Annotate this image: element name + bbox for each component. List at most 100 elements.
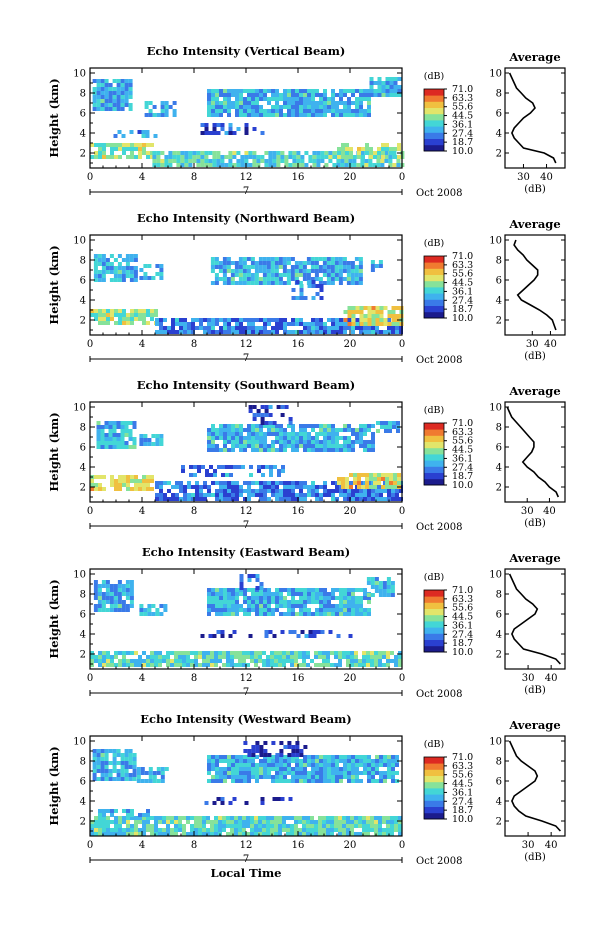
- echo-cell: [370, 816, 374, 820]
- echo-cell: [247, 753, 252, 757]
- echo-cell: [346, 265, 351, 269]
- echo-cell: [259, 745, 264, 749]
- echo-cell: [367, 612, 371, 616]
- echo-cell: [343, 109, 347, 113]
- echo-cell: [97, 588, 102, 592]
- echo-cell: [159, 612, 164, 616]
- echo-cell: [96, 95, 101, 99]
- echo-cell: [159, 268, 164, 272]
- echo-cell: [138, 813, 142, 817]
- echo-cell: [112, 757, 117, 761]
- echo-cell: [295, 93, 299, 97]
- colorbar-label: 18.7: [452, 304, 473, 315]
- echo-cell: [148, 771, 153, 775]
- echo-cell: [335, 330, 339, 334]
- echo-cell: [279, 448, 283, 452]
- echo-cell: [116, 83, 121, 87]
- echo-cell: [319, 759, 323, 763]
- echo-cell: [112, 777, 117, 781]
- echo-cell: [178, 816, 182, 820]
- echo-cell: [268, 159, 273, 163]
- colorbar-label: 18.7: [452, 805, 473, 816]
- echo-cell: [339, 326, 343, 330]
- echo-cell: [116, 103, 121, 107]
- echo-cell: [295, 97, 299, 101]
- echo-cell: [230, 663, 234, 667]
- echo-cell: [235, 432, 239, 436]
- echo-cell: [341, 477, 345, 481]
- echo-cell: [243, 767, 247, 771]
- echo-cell: [292, 163, 297, 167]
- echo-cell: [203, 326, 207, 330]
- echo-cell: [323, 763, 327, 767]
- echo-cell: [124, 83, 129, 87]
- echo-cell: [152, 151, 157, 155]
- echo-cell: [211, 109, 215, 113]
- echo-cell: [302, 828, 306, 832]
- echo-cell: [218, 659, 222, 663]
- echo-cell: [152, 113, 157, 117]
- echo-cell: [162, 828, 166, 832]
- echo-cell: [128, 87, 133, 91]
- echo-cell: [275, 493, 279, 497]
- echo-cell: [130, 824, 134, 828]
- echo-cell: [182, 816, 186, 820]
- echo-cell: [104, 95, 109, 99]
- echo-cell: [371, 763, 375, 767]
- echo-cell: [351, 588, 355, 592]
- echo-heatmap: [90, 741, 402, 836]
- echo-cell: [110, 313, 114, 317]
- echo-cell: [322, 273, 327, 277]
- echo-cell: [327, 604, 331, 608]
- echo-cell: [267, 97, 271, 101]
- colorbar-label: 63.3: [452, 260, 473, 271]
- echo-cell: [259, 612, 263, 616]
- echo-cell: [267, 759, 271, 763]
- echo-cell: [206, 828, 210, 832]
- echo-cell: [267, 428, 271, 432]
- echo-cell: [319, 608, 323, 612]
- echo-cell: [310, 265, 315, 269]
- date-label: 7: [243, 353, 249, 364]
- echo-cell: [247, 424, 251, 428]
- echo-cell: [235, 493, 239, 497]
- echo-cell: [291, 428, 295, 432]
- echo-cell: [351, 109, 355, 113]
- echo-cell: [196, 151, 201, 155]
- echo-cell: [251, 97, 255, 101]
- x-tick-label: 0: [87, 172, 93, 183]
- echo-cell: [294, 824, 298, 828]
- echo-cell: [306, 816, 310, 820]
- echo-cell: [223, 489, 227, 493]
- echo-cell: [238, 655, 242, 659]
- echo-cell: [298, 832, 302, 836]
- echo-cell: [393, 485, 397, 489]
- echo-cell: [138, 483, 142, 487]
- echo-cell: [359, 759, 363, 763]
- echo-cell: [275, 113, 279, 117]
- colorbar-label: 44.5: [452, 612, 473, 623]
- echo-cell: [234, 281, 239, 285]
- echo-cell: [142, 824, 146, 828]
- echo-cell: [102, 155, 106, 159]
- echo-cell: [202, 663, 206, 667]
- echo-cell: [307, 330, 311, 334]
- echo-cell: [146, 816, 150, 820]
- echo-cell: [128, 79, 133, 83]
- echo-cell: [98, 483, 102, 487]
- echo-cell: [182, 655, 186, 659]
- echo-cell: [287, 604, 291, 608]
- echo-cell: [395, 755, 399, 759]
- echo-cell: [295, 767, 299, 771]
- echo-cell: [251, 113, 255, 117]
- echo-cell: [255, 436, 259, 440]
- echo-cell: [391, 497, 395, 501]
- echo-cell: [134, 820, 138, 824]
- echo-cell: [214, 651, 218, 655]
- echo-cell: [307, 326, 311, 330]
- colorbar-unit: (dB): [424, 238, 444, 249]
- echo-cell: [295, 330, 299, 334]
- echo-cell: [270, 265, 275, 269]
- echo-cell: [327, 326, 331, 330]
- echo-cell: [128, 761, 133, 765]
